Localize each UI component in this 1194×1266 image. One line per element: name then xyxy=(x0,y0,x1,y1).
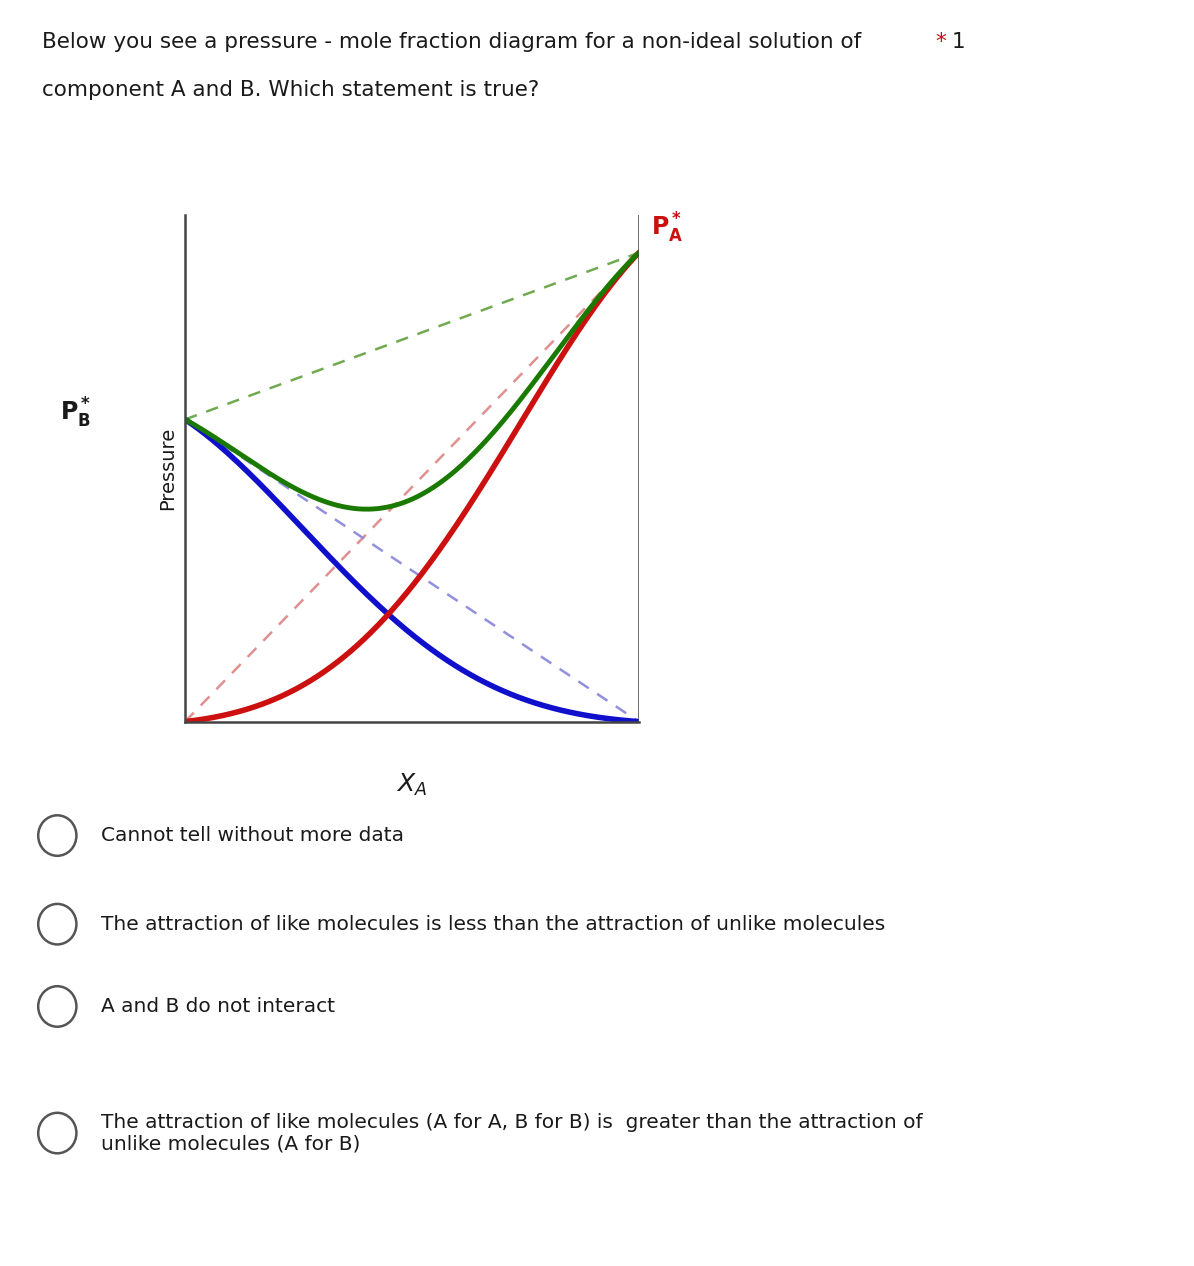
Text: $\mathbf{P_A^*}$: $\mathbf{P_A^*}$ xyxy=(651,210,683,244)
Text: $\mathit{X}_{\mathit{A}}$: $\mathit{X}_{\mathit{A}}$ xyxy=(396,772,427,799)
Text: The attraction of like molecules (A for A, B for B) is  greater than the attract: The attraction of like molecules (A for … xyxy=(101,1113,923,1153)
Text: Below you see a pressure - mole fraction diagram for a non-ideal solution of: Below you see a pressure - mole fraction… xyxy=(42,32,861,52)
Text: The attraction of like molecules is less than the attraction of unlike molecules: The attraction of like molecules is less… xyxy=(101,914,886,934)
Text: $\mathbf{P_B^*}$: $\mathbf{P_B^*}$ xyxy=(60,396,91,430)
Text: Cannot tell without more data: Cannot tell without more data xyxy=(101,825,405,846)
Text: *: * xyxy=(935,32,946,52)
Text: component A and B. Which statement is true?: component A and B. Which statement is tr… xyxy=(42,80,538,100)
Text: 1: 1 xyxy=(952,32,965,52)
Y-axis label: Pressure: Pressure xyxy=(158,427,177,510)
Text: A and B do not interact: A and B do not interact xyxy=(101,996,336,1017)
